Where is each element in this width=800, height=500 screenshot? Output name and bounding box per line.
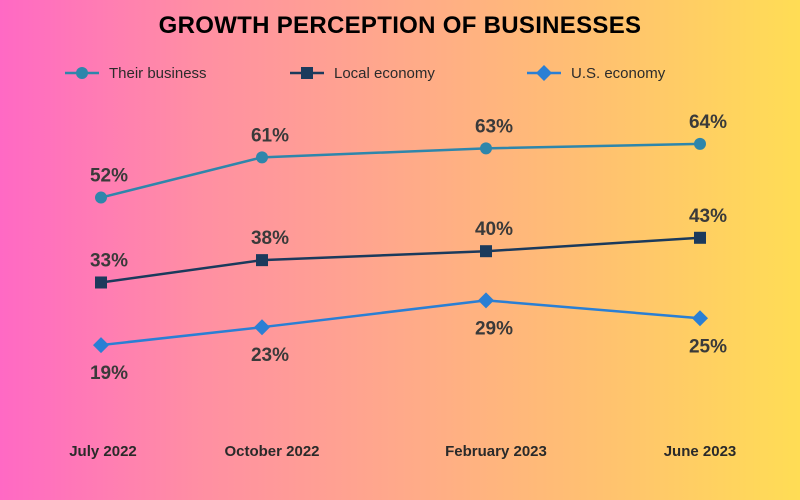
data-label-1-1: 38% [251, 228, 289, 249]
data-label-2-0: 19% [90, 363, 128, 384]
point-1-0 [95, 276, 107, 289]
legend-label-2: U.S. economy [571, 65, 666, 82]
point-2-0 [93, 337, 109, 354]
point-2-3 [692, 310, 708, 327]
point-0-2 [480, 142, 492, 155]
point-0-1 [256, 151, 268, 164]
point-1-3 [694, 231, 706, 244]
legend-marker-2 [536, 65, 552, 81]
legend-label-1: Local economy [334, 65, 435, 82]
series-line-2 [100, 299, 701, 347]
data-label-2-1: 23% [251, 345, 289, 366]
data-label-1-0: 33% [90, 250, 128, 271]
series-line-1 [100, 236, 701, 284]
data-label-1-2: 40% [475, 219, 513, 240]
legend-marker-0 [76, 67, 88, 79]
x-tick-label-1: October 2022 [224, 443, 319, 460]
point-1-2 [480, 245, 492, 258]
point-2-2 [478, 292, 494, 309]
data-label-1-3: 43% [689, 206, 727, 227]
chart-title: GROWTH PERCEPTION OF BUSINESSES [158, 12, 642, 39]
point-2-1 [254, 319, 270, 336]
x-tick-label-3: June 2023 [664, 443, 737, 460]
data-label-2-2: 29% [475, 318, 513, 339]
data-label-0-1: 61% [251, 125, 289, 146]
x-tick-label-2: February 2023 [445, 443, 547, 460]
data-label-0-2: 63% [475, 116, 513, 137]
point-0-0 [95, 191, 107, 204]
data-label-2-3: 25% [689, 336, 727, 357]
data-label-0-0: 52% [90, 166, 128, 187]
legend-marker-1 [301, 67, 313, 79]
point-1-1 [256, 254, 268, 267]
x-tick-label-0: July 2022 [69, 443, 137, 460]
point-0-3 [694, 137, 706, 150]
series-line-0 [100, 142, 701, 199]
data-label-0-3: 64% [689, 112, 727, 133]
legend-label-0: Their business [109, 65, 207, 82]
